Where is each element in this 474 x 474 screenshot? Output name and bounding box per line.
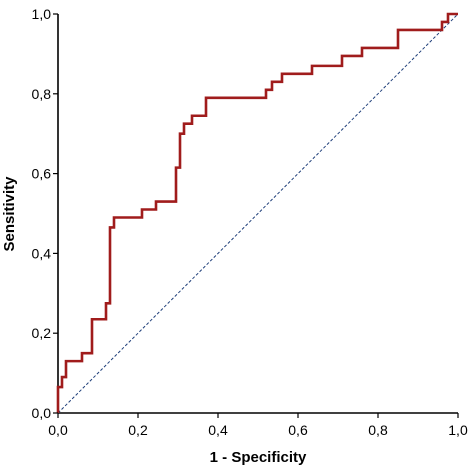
x-tick-label: 0,4 — [208, 422, 228, 438]
y-tick-label: 1,0 — [32, 6, 52, 22]
roc-curve-line — [56, 12, 458, 413]
x-tick-label: 0,6 — [288, 422, 308, 438]
y-tick-label: 0,4 — [32, 245, 52, 261]
y-tick-label: 0,6 — [32, 166, 52, 182]
x-axis-title: 1 - Specificity — [210, 449, 307, 466]
x-tick-label: 0,8 — [368, 422, 388, 438]
y-tick-label: 0,0 — [32, 405, 52, 421]
y-tick-label: 0,2 — [32, 325, 52, 341]
reference-diagonal-line — [57, 13, 459, 414]
x-tick-label: 0,0 — [48, 422, 68, 438]
x-tick-label: 0,2 — [128, 422, 148, 438]
y-axis-title: Sensitivity — [1, 176, 18, 252]
x-tick-label: 1,0 — [448, 422, 468, 438]
y-tick-label: 0,8 — [32, 86, 52, 102]
